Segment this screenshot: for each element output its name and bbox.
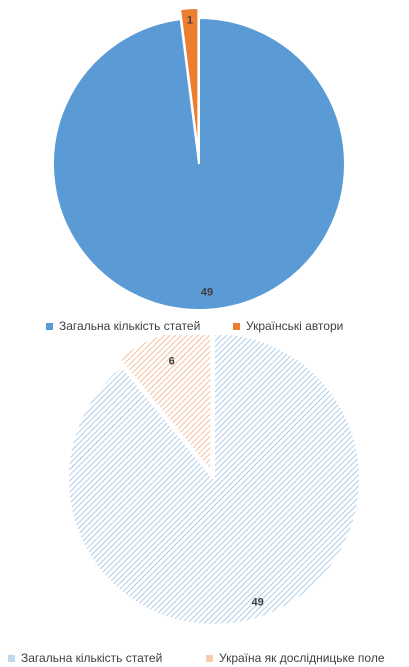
legend-label-ukrainian-authors: Українські автори [246,319,344,333]
pie-2-slice-1 [117,335,213,475]
legend-swatch-ukraine-research-field [206,654,213,662]
legend-swatch-total-articles [46,322,53,330]
legend-label-total-articles-2: Загальна кількість статей [21,651,163,665]
legend-swatch-total-articles-2 [8,654,15,662]
legend-swatch-ukrainian-authors [233,322,240,330]
pie-1-data-label-0: 49 [201,287,213,299]
pie-2-slice-0 [67,335,361,626]
pie-2-data-label-0: 49 [252,596,264,608]
legend-item-ukraine-research-field: Україна як дослідницьке поле [206,651,385,665]
pie-chart-authors: 49 1 [52,7,346,311]
pie-chart-research-field: 49 6 [67,335,361,626]
legend-item-ukrainian-authors: Українські автори [233,319,343,333]
legend-label-ukraine-research-field: Україна як дослідницьке поле [219,651,385,665]
legend-label-total-articles: Загальна кількість статей [59,319,201,333]
pie-1-slice-0 [52,16,346,311]
legend-item-total-articles-2: Загальна кількість статей [8,651,162,665]
pie-1-slice-1 [178,7,200,155]
legend-item-total-articles: Загальна кількість статей [46,319,200,333]
legend-research-field: Загальна кількість статей Україна як дос… [0,651,409,667]
pie-1-data-label-1: 1 [187,14,193,26]
pie-2-data-label-1: 6 [169,355,175,367]
legend-authors: Загальна кількість статей Українські авт… [0,319,409,335]
